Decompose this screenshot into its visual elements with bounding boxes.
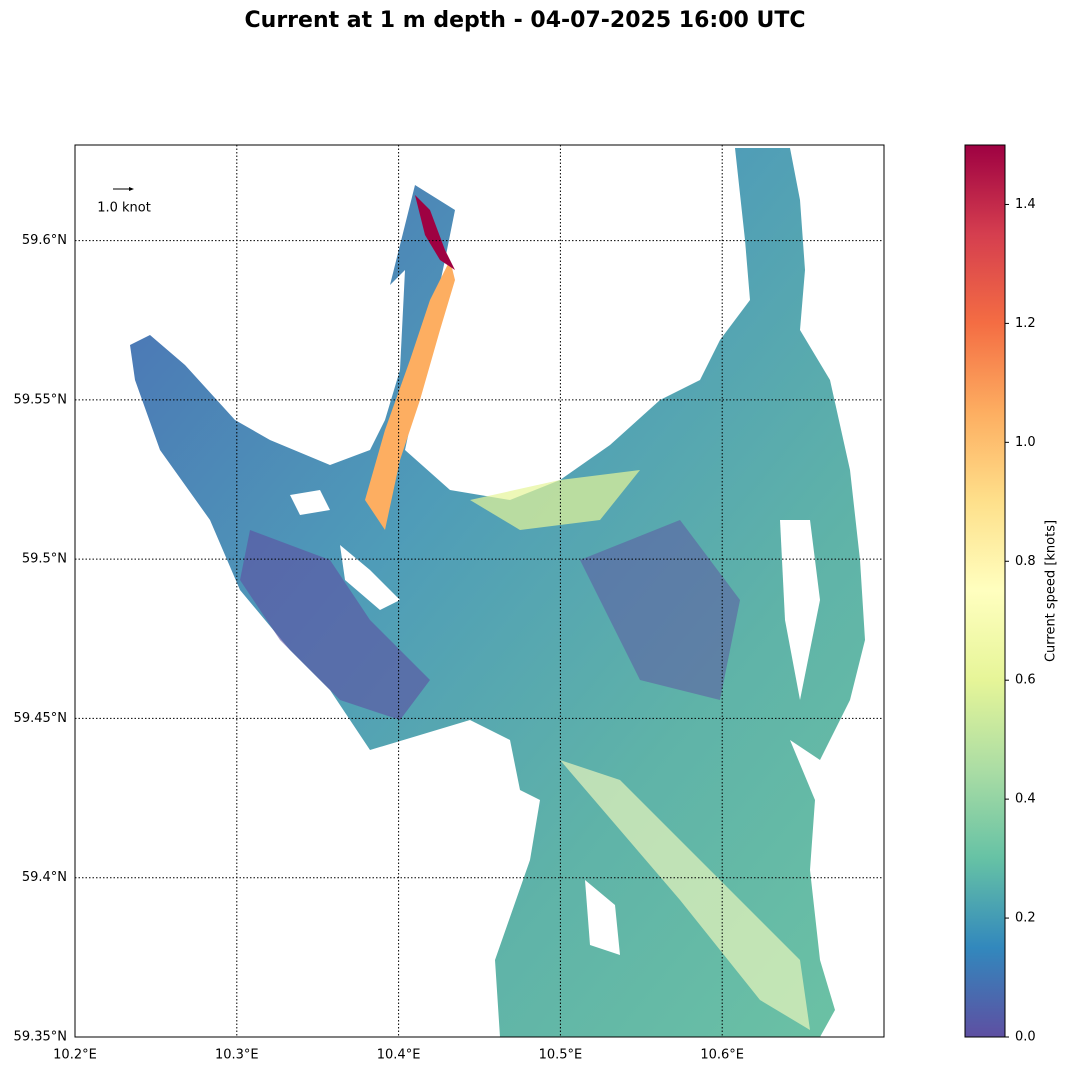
fast-channel bbox=[415, 195, 455, 270]
colorbar-tick-label: 0.6 bbox=[1015, 673, 1036, 688]
chart-title: Current at 1 m depth - 04-07-2025 16:00 … bbox=[245, 8, 806, 33]
fast-zone bbox=[470, 470, 640, 530]
current-field bbox=[130, 148, 865, 1037]
x-tick-label: 10.2°E bbox=[53, 1048, 97, 1063]
slow-zone bbox=[240, 530, 430, 720]
x-tick-label: 10.4°E bbox=[377, 1048, 421, 1063]
x-tick-label: 10.3°E bbox=[215, 1048, 259, 1063]
y-tick-label: 59.55°N bbox=[14, 392, 67, 407]
axes: 10.2°E 10.3°E 10.4°E 10.5°E 10.6°E 59.35°N 59.… bbox=[14, 145, 1036, 1063]
colorbar-tick-label: 1.2 bbox=[1015, 316, 1036, 331]
colorbar-tick-label: 1.4 bbox=[1015, 197, 1036, 212]
water-area bbox=[130, 148, 865, 1037]
colorbar-tick-label: 1.0 bbox=[1015, 435, 1036, 450]
island bbox=[290, 490, 330, 515]
colorbar-tick-label: 0.8 bbox=[1015, 554, 1036, 569]
quiver-key-arrowhead bbox=[129, 187, 134, 191]
colorbar bbox=[964, 144, 1006, 1038]
x-tick-label: 10.6°E bbox=[700, 1048, 744, 1063]
colorbar-tick-label: 0.2 bbox=[1015, 911, 1036, 926]
fast-zone bbox=[560, 760, 810, 1030]
colorbar-label: Current speed [knots] bbox=[1044, 520, 1059, 662]
quiver-key-label: 1.0 knot bbox=[97, 201, 151, 216]
slow-zone bbox=[580, 520, 740, 700]
y-tick-label: 59.35°N bbox=[14, 1030, 67, 1045]
island bbox=[340, 545, 400, 610]
y-tick-label: 59.6°N bbox=[22, 233, 67, 248]
colorbar-tick-label: 0.0 bbox=[1015, 1030, 1036, 1045]
x-tick-label: 10.5°E bbox=[539, 1048, 583, 1063]
plot-frame bbox=[74, 144, 885, 1038]
y-tick-label: 59.45°N bbox=[14, 711, 67, 726]
y-tick-label: 59.5°N bbox=[22, 552, 67, 567]
fast-channel bbox=[365, 260, 455, 530]
island bbox=[780, 520, 820, 700]
colorbar-tick-label: 0.4 bbox=[1015, 792, 1036, 807]
y-tick-label: 59.4°N bbox=[22, 870, 67, 885]
island bbox=[585, 880, 620, 955]
